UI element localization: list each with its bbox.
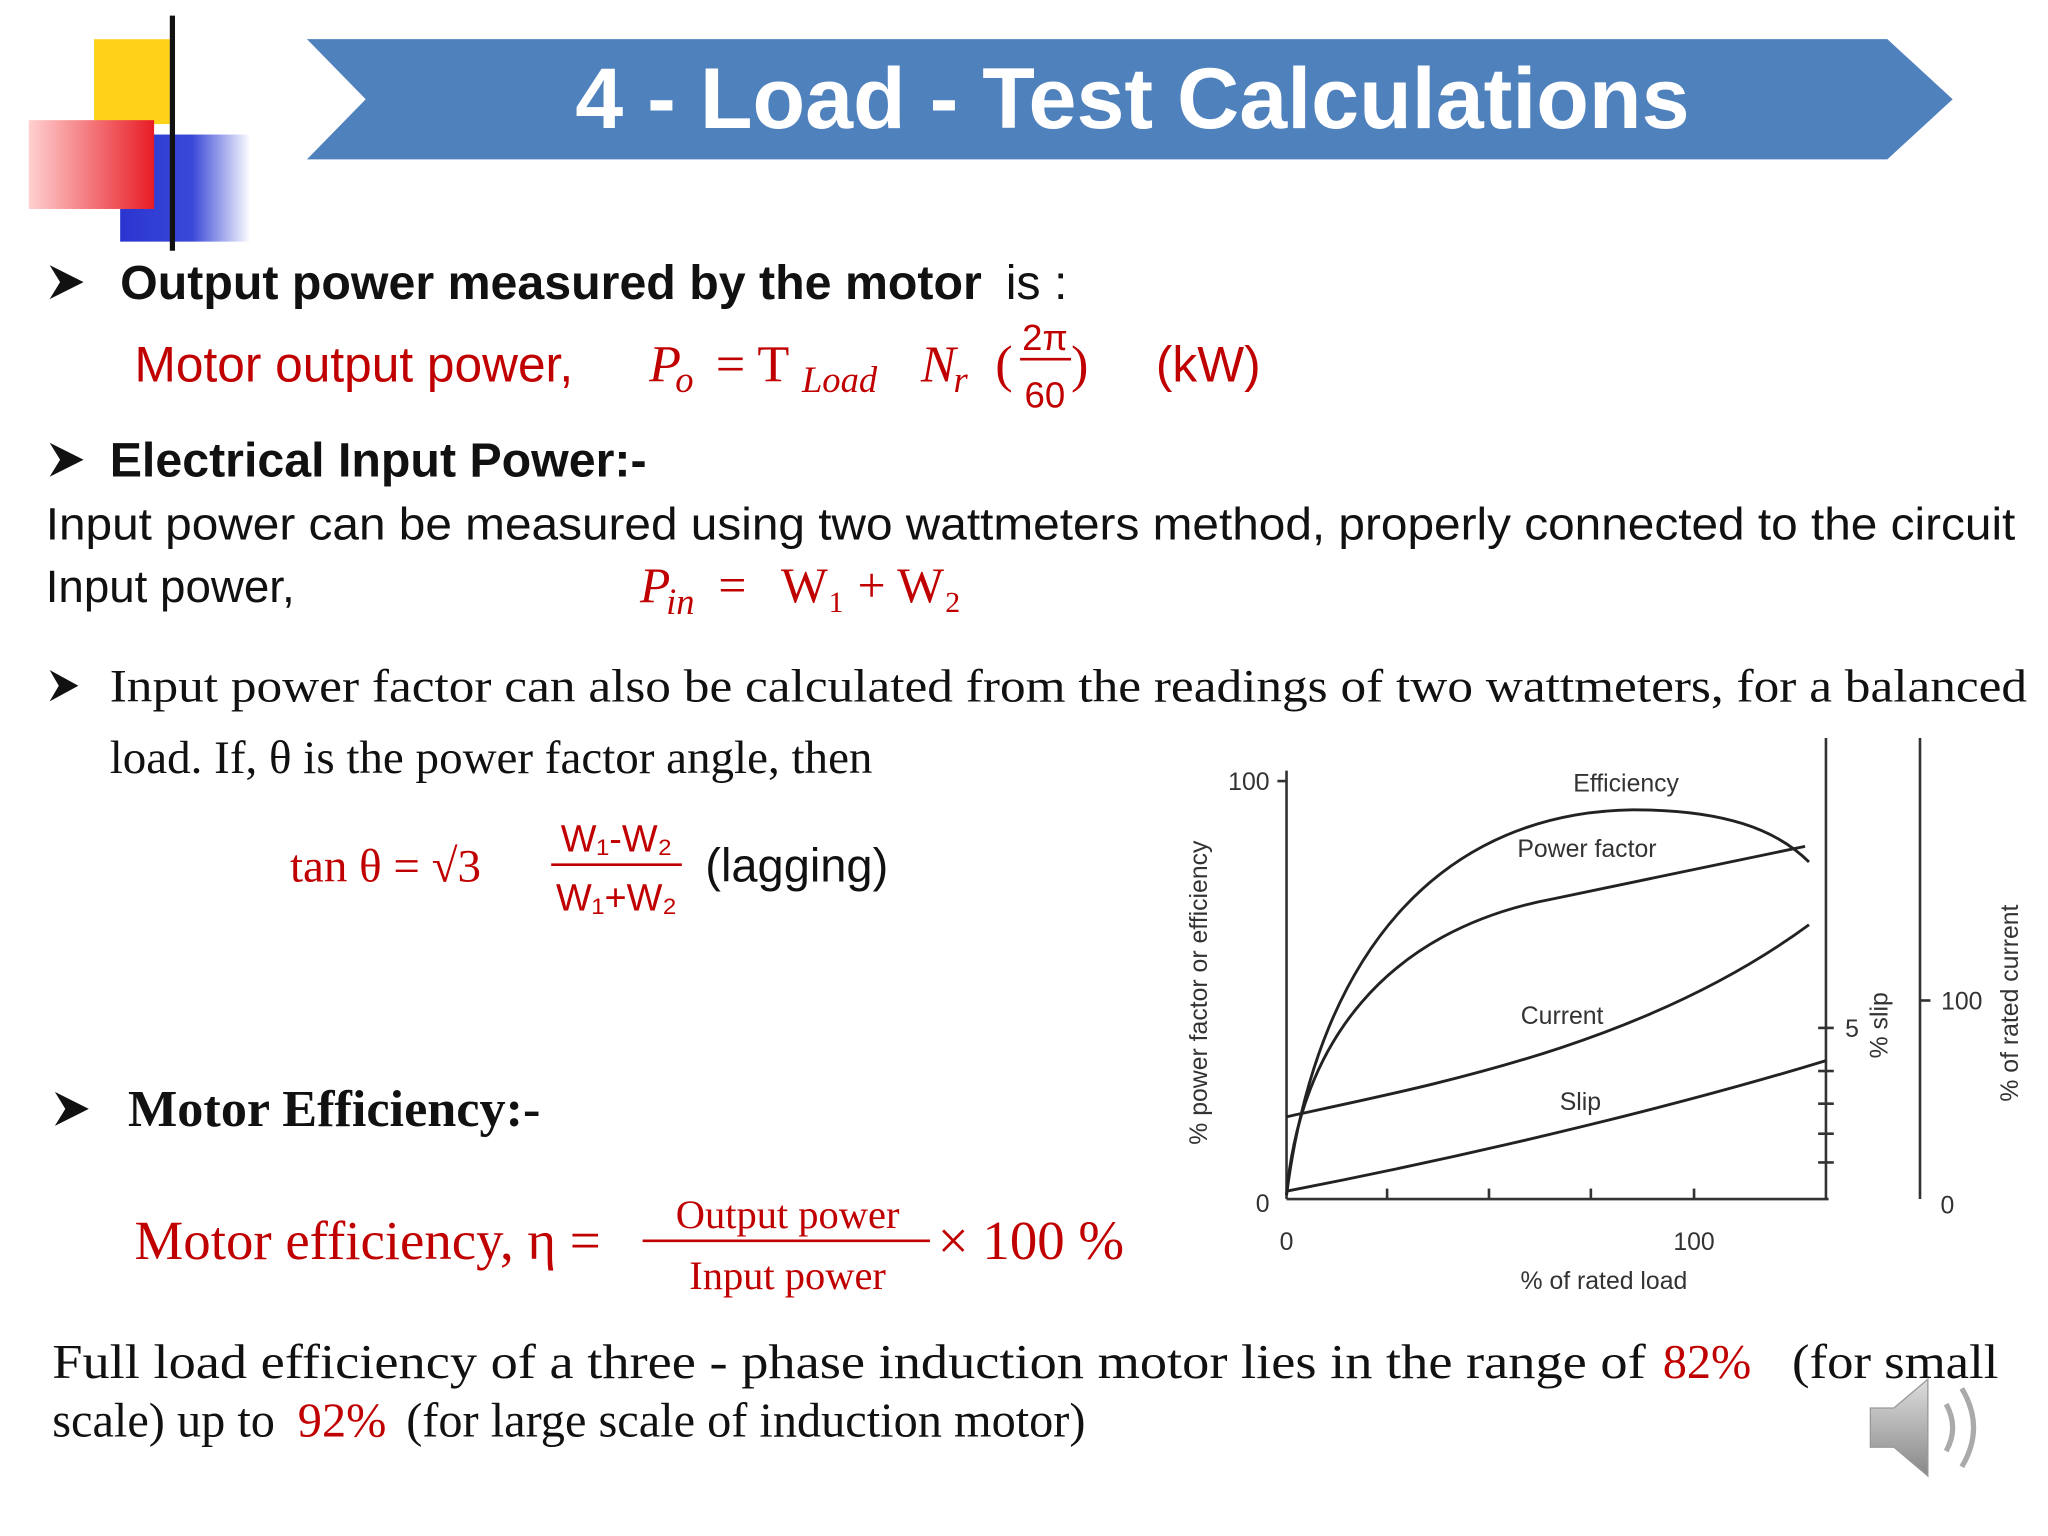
title: 4 - Load - Test Calculations bbox=[575, 51, 1689, 147]
note: (lagging) bbox=[705, 839, 888, 892]
shape bbox=[1869, 1377, 1929, 1478]
curve-label: Slip bbox=[1560, 1089, 1601, 1116]
heading: Electrical Input Power:- bbox=[110, 434, 647, 488]
bullet bbox=[49, 442, 84, 477]
tick-label: 0 bbox=[1941, 1192, 1955, 1219]
axis-label: % power factor or efficiency bbox=[1186, 840, 1213, 1145]
numerator: W₁-W₂ bbox=[561, 819, 673, 861]
formula-lhs: tan θ = √3 bbox=[290, 841, 481, 893]
axis-label: % slip bbox=[1866, 992, 1893, 1058]
tick-label: 0 bbox=[1256, 1191, 1270, 1218]
formula: P in = W₁ + W₂ bbox=[639, 558, 961, 622]
tick-label: 100 bbox=[1673, 1229, 1714, 1256]
text: Full load efficiency of a three - phase … bbox=[52, 1336, 1646, 1389]
subscript: r bbox=[953, 359, 968, 400]
paragraph: Input power factor can also be calculate… bbox=[110, 660, 2027, 712]
slip-curve bbox=[1286, 1059, 1827, 1193]
formula: Motor efficiency, η = Output power Input… bbox=[135, 1192, 1125, 1298]
text: scale) up to bbox=[52, 1395, 275, 1448]
highlight: 92% bbox=[298, 1395, 387, 1448]
shape bbox=[1959, 1387, 1977, 1469]
symbol: = bbox=[718, 558, 746, 613]
text: (for small bbox=[1792, 1336, 1998, 1389]
bold-text: Output power measured by the motor bbox=[120, 256, 982, 310]
paren: ( bbox=[995, 335, 1012, 393]
subscript: o bbox=[675, 359, 693, 400]
formula-label: Motor efficiency, η = bbox=[135, 1210, 601, 1271]
red-square bbox=[28, 120, 155, 209]
axis-label: % of rated load bbox=[1521, 1268, 1688, 1295]
curve-label: Current bbox=[1521, 1003, 1604, 1030]
conclusion: Full load efficiency of a three - phase … bbox=[52, 1336, 1998, 1448]
bullet bbox=[49, 265, 84, 300]
symbol: = T bbox=[716, 335, 790, 393]
denominator: 60 bbox=[1025, 375, 1066, 416]
curve-label: Efficiency bbox=[1573, 771, 1679, 798]
yellow-square bbox=[94, 39, 170, 125]
figure: 100 0 0 100 % of rated load % power fact… bbox=[1186, 737, 2024, 1295]
efficiency-curve bbox=[1285, 808, 1810, 1196]
tick-label: 100 bbox=[1941, 989, 1982, 1016]
decoration bbox=[28, 15, 2045, 251]
curve-label: Power factor bbox=[1517, 836, 1656, 863]
bullet bbox=[49, 670, 79, 702]
highlight: 82% bbox=[1663, 1336, 1752, 1389]
numerator: 2π bbox=[1022, 317, 1068, 358]
tick-label: 5 bbox=[1845, 1016, 1859, 1043]
symbol: P bbox=[648, 335, 681, 393]
text: is : bbox=[1006, 256, 1068, 310]
formula-label: Input power, bbox=[46, 561, 295, 612]
heading: Motor Efficiency:- bbox=[128, 1080, 540, 1138]
formula-label: Motor output power, bbox=[135, 336, 574, 392]
denominator: Input power bbox=[689, 1253, 886, 1298]
bullet bbox=[54, 1091, 89, 1126]
denominator: W₁+W₂ bbox=[556, 877, 677, 919]
axis-label: % of rated current bbox=[1997, 904, 2024, 1101]
tick-label: 100 bbox=[1228, 769, 1269, 796]
formula: tan θ = √3 W₁-W₂ W₁+W₂ (lagging) bbox=[290, 819, 888, 920]
multiplier: × 100 % bbox=[938, 1210, 1124, 1271]
current-curve bbox=[1286, 923, 1810, 1119]
speaker-icon bbox=[1869, 1377, 1977, 1478]
symbol: N bbox=[920, 335, 959, 393]
shape bbox=[1943, 1402, 1956, 1453]
expression: W₁ + W₂ bbox=[781, 558, 961, 613]
symbol: P bbox=[639, 558, 670, 613]
tick-label: 0 bbox=[1280, 1229, 1294, 1256]
title-banner bbox=[306, 39, 1953, 160]
unit: (kW) bbox=[1156, 336, 1261, 392]
text: (for large scale of induction motor) bbox=[406, 1395, 1085, 1448]
numerator: Output power bbox=[676, 1192, 900, 1237]
power-factor-curve bbox=[1285, 844, 1806, 1196]
subscript: in bbox=[666, 581, 694, 622]
paragraph: Input power can be measured using two wa… bbox=[46, 498, 2016, 549]
paren: ) bbox=[1071, 335, 1088, 393]
formula: Motor output power, P o = T Load N r ( 2… bbox=[135, 317, 1261, 415]
subscript: Load bbox=[801, 359, 878, 400]
bullet-text: Output power measured by the motor is : bbox=[120, 256, 1067, 310]
paragraph: load. If, θ is the power factor angle, t… bbox=[110, 732, 873, 784]
